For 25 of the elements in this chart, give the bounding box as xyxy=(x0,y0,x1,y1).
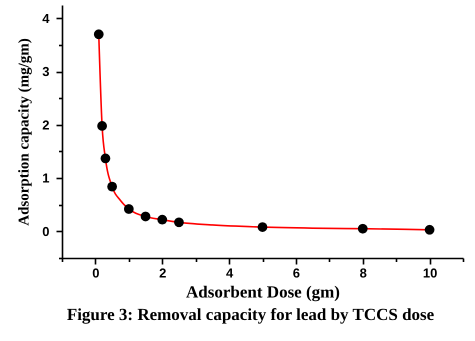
y-tick-label: 4 xyxy=(42,10,50,26)
point xyxy=(424,224,434,235)
point xyxy=(174,217,184,228)
point xyxy=(107,182,117,192)
text: Figure 3: Removal capacity for lead by TCCS dose xyxy=(66,305,435,324)
point xyxy=(140,212,150,222)
y-tick-label: 2 xyxy=(42,117,50,132)
x-axis-title: Adsorbent Dose (gm) xyxy=(186,282,340,302)
x-tick-label: 4 xyxy=(226,266,234,280)
x-tick-label: 0 xyxy=(92,266,100,280)
y-tick-label: 3 xyxy=(42,64,50,80)
y-tick-label: 1 xyxy=(42,170,50,186)
point xyxy=(94,29,104,40)
point xyxy=(124,204,134,214)
point xyxy=(358,224,368,234)
point xyxy=(258,222,268,232)
x-tick-label: 10 xyxy=(422,266,438,280)
y-axis-title: Adsorption capacity (mg/gm) xyxy=(16,38,32,226)
x-tick-label: 6 xyxy=(292,266,300,280)
y-tick-label: 0 xyxy=(42,224,50,239)
point xyxy=(97,121,107,131)
point xyxy=(100,154,110,164)
x-tick-label: 8 xyxy=(360,266,367,280)
point xyxy=(157,214,168,225)
x-tick-label: 2 xyxy=(159,266,166,280)
